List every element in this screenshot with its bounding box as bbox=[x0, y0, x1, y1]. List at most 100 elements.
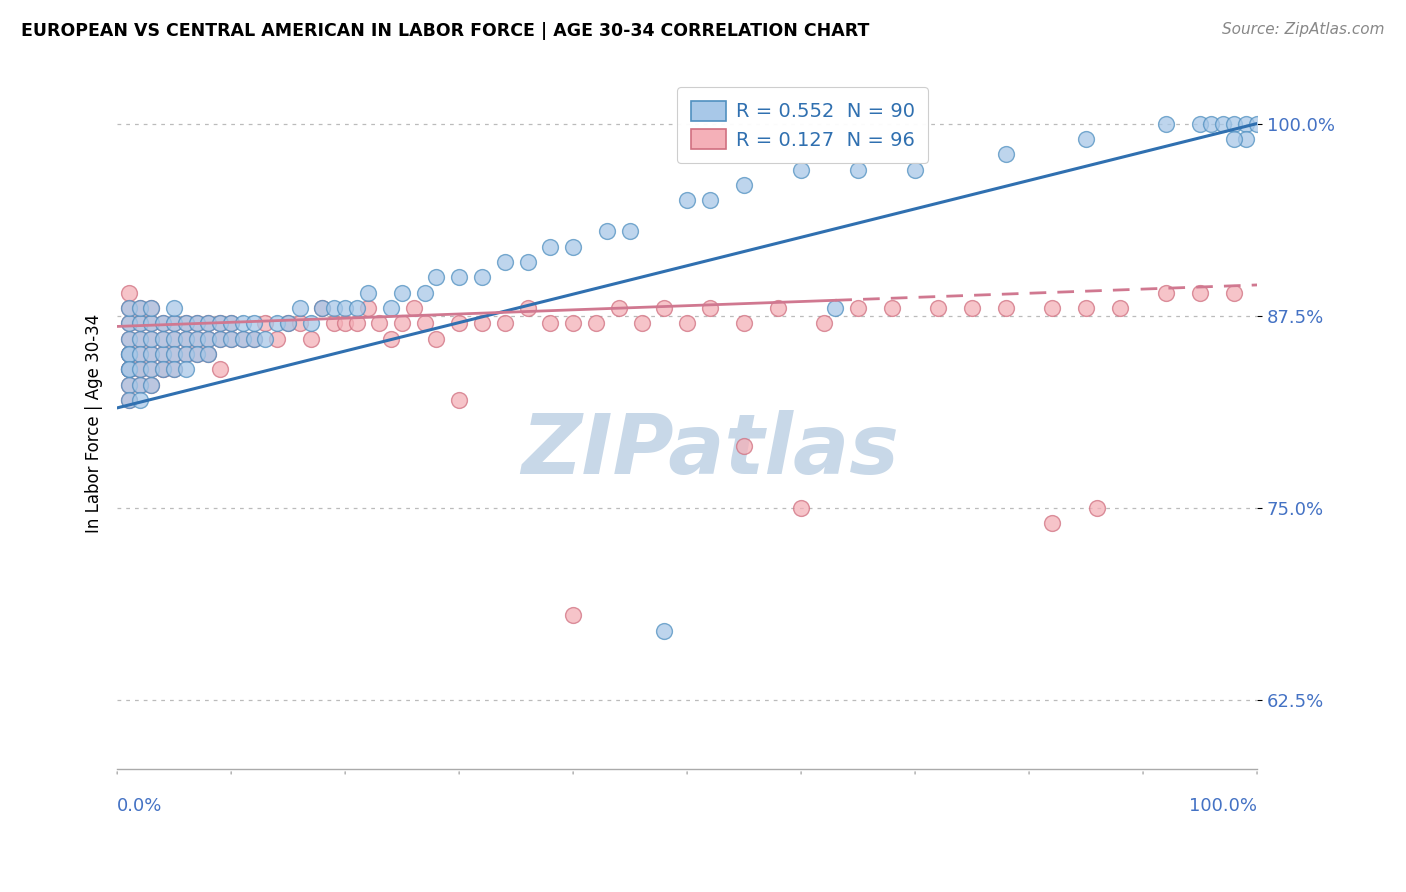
Point bbox=[333, 301, 356, 315]
Point bbox=[266, 317, 288, 331]
Point bbox=[311, 301, 333, 315]
Point bbox=[174, 332, 197, 346]
Point bbox=[174, 347, 197, 361]
Point bbox=[357, 285, 380, 300]
Point bbox=[299, 332, 322, 346]
Point bbox=[163, 347, 186, 361]
Point bbox=[219, 332, 242, 346]
Point bbox=[1234, 132, 1257, 146]
Point bbox=[197, 347, 219, 361]
Point bbox=[1154, 117, 1177, 131]
Point bbox=[141, 347, 163, 361]
Point bbox=[163, 317, 186, 331]
Point bbox=[129, 332, 152, 346]
Point bbox=[117, 347, 139, 361]
Point bbox=[129, 317, 152, 331]
Point bbox=[494, 317, 516, 331]
Point bbox=[449, 270, 471, 285]
Point bbox=[117, 285, 139, 300]
Point bbox=[402, 301, 425, 315]
Point bbox=[652, 301, 675, 315]
Point bbox=[197, 332, 219, 346]
Point bbox=[254, 332, 277, 346]
Point bbox=[380, 301, 402, 315]
Text: 100.0%: 100.0% bbox=[1189, 797, 1257, 814]
Point bbox=[1246, 117, 1268, 131]
Point bbox=[562, 317, 585, 331]
Point bbox=[494, 255, 516, 269]
Point bbox=[152, 317, 174, 331]
Point bbox=[197, 317, 219, 331]
Point bbox=[960, 301, 983, 315]
Point bbox=[129, 362, 152, 376]
Point bbox=[1154, 285, 1177, 300]
Point bbox=[243, 332, 266, 346]
Point bbox=[117, 301, 139, 315]
Point bbox=[117, 317, 139, 331]
Point bbox=[471, 317, 494, 331]
Point bbox=[449, 317, 471, 331]
Point bbox=[219, 317, 242, 331]
Point bbox=[152, 347, 174, 361]
Point bbox=[995, 301, 1018, 315]
Point bbox=[152, 362, 174, 376]
Point bbox=[152, 332, 174, 346]
Point bbox=[1212, 117, 1234, 131]
Point bbox=[141, 362, 163, 376]
Point bbox=[538, 317, 561, 331]
Text: 0.0%: 0.0% bbox=[117, 797, 163, 814]
Point bbox=[391, 285, 413, 300]
Point bbox=[562, 239, 585, 253]
Point bbox=[174, 347, 197, 361]
Point bbox=[117, 393, 139, 408]
Point bbox=[141, 332, 163, 346]
Point bbox=[129, 347, 152, 361]
Point bbox=[163, 301, 186, 315]
Point bbox=[413, 317, 436, 331]
Point bbox=[129, 301, 152, 315]
Point bbox=[141, 347, 163, 361]
Point bbox=[596, 224, 619, 238]
Point bbox=[1201, 117, 1223, 131]
Point bbox=[117, 347, 139, 361]
Point bbox=[288, 301, 311, 315]
Point bbox=[846, 162, 869, 177]
Point bbox=[733, 317, 755, 331]
Point bbox=[733, 439, 755, 453]
Point bbox=[117, 332, 139, 346]
Point bbox=[186, 332, 208, 346]
Point bbox=[380, 332, 402, 346]
Point bbox=[208, 332, 231, 346]
Point bbox=[299, 317, 322, 331]
Point bbox=[219, 317, 242, 331]
Point bbox=[174, 317, 197, 331]
Point bbox=[277, 317, 299, 331]
Point bbox=[824, 301, 846, 315]
Point bbox=[630, 317, 652, 331]
Point bbox=[129, 332, 152, 346]
Legend: R = 0.552  N = 90, R = 0.127  N = 96: R = 0.552 N = 90, R = 0.127 N = 96 bbox=[678, 87, 928, 163]
Point bbox=[141, 332, 163, 346]
Point bbox=[152, 317, 174, 331]
Point bbox=[141, 317, 163, 331]
Point bbox=[243, 317, 266, 331]
Point bbox=[676, 194, 699, 208]
Point bbox=[232, 332, 254, 346]
Point bbox=[197, 347, 219, 361]
Point bbox=[425, 270, 447, 285]
Point bbox=[927, 301, 949, 315]
Point bbox=[117, 362, 139, 376]
Point bbox=[1223, 117, 1246, 131]
Point bbox=[449, 393, 471, 408]
Point bbox=[117, 347, 139, 361]
Point bbox=[174, 362, 197, 376]
Point bbox=[129, 393, 152, 408]
Point bbox=[391, 317, 413, 331]
Point bbox=[1109, 301, 1132, 315]
Point bbox=[163, 317, 186, 331]
Point bbox=[538, 239, 561, 253]
Point bbox=[117, 332, 139, 346]
Point bbox=[117, 317, 139, 331]
Point bbox=[152, 347, 174, 361]
Text: Source: ZipAtlas.com: Source: ZipAtlas.com bbox=[1222, 22, 1385, 37]
